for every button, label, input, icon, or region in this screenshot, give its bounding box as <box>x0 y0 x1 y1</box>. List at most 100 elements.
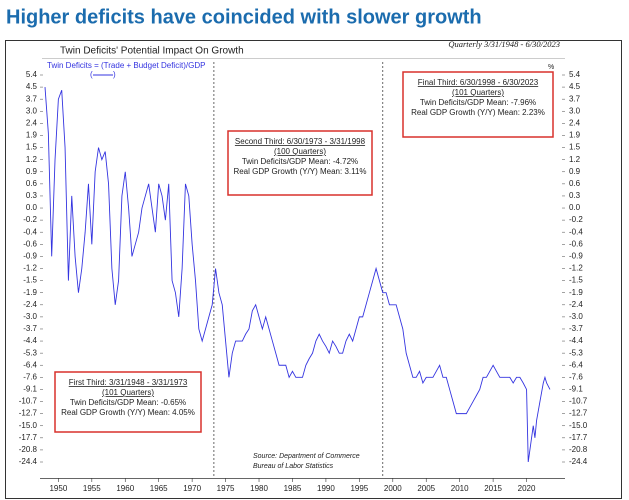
chart-title: Twin Deficits' Potential Impact On Growt… <box>60 46 244 57</box>
annotation-line: (101 Quarters) <box>102 388 154 397</box>
y2-tick-label: 5.4 <box>569 70 581 79</box>
y-tick-label: 1.9 <box>26 131 38 140</box>
y2-tick-label: 1.9 <box>569 131 581 140</box>
source-note: Bureau of Labor Statistics <box>253 463 334 470</box>
y2-tick-label: -12.7 <box>569 409 588 418</box>
period: Quarterly 3/31/1948 - 6/30/2023 <box>448 39 560 49</box>
y-tick-label: -17.7 <box>19 433 38 442</box>
x-tick-label: 1955 <box>83 484 101 493</box>
y2-tick-label: -1.2 <box>569 264 583 273</box>
y-tick-label: 0.6 <box>26 179 38 188</box>
x-tick-label: 1995 <box>350 484 368 493</box>
legend-label: Twin Deficits = (Trade + Budget Deficit)… <box>47 61 205 70</box>
x-tick-label: 1980 <box>250 484 268 493</box>
y2-tick-label: -0.9 <box>569 252 583 261</box>
annotation-line: Twin Deficits/GDP Mean: -4.72% <box>242 157 358 166</box>
y2-tick-label: -1.5 <box>569 276 583 285</box>
annotation-line: Twin Deficits/GDP Mean: -0.65% <box>70 398 186 407</box>
y2-tick-label: -1.9 <box>569 288 583 297</box>
annotation-line: Second Third: 6/30/1973 - 3/31/1998 <box>235 137 366 146</box>
annotation-line: (101 Quarters) <box>452 88 504 97</box>
x-tick-label: 2010 <box>451 484 469 493</box>
x-tick-label: 2000 <box>384 484 402 493</box>
y-tick-label: -24.4 <box>19 457 38 466</box>
x-tick-label: 1965 <box>150 484 168 493</box>
y2-tick-label: 0.3 <box>569 191 581 200</box>
y-tick-label: -1.9 <box>23 288 37 297</box>
y2-tick-label: -5.3 <box>569 348 583 357</box>
y2-tick-label: 3.7 <box>569 94 581 103</box>
y2-tick-label: -15.0 <box>569 421 588 430</box>
x-tick-label: 1985 <box>284 484 302 493</box>
y-tick-label: -0.2 <box>23 215 37 224</box>
y-tick-label: -0.9 <box>23 252 37 261</box>
y2-tick-label: -0.2 <box>569 215 583 224</box>
y-tick-label: -3.0 <box>23 312 37 321</box>
y2-tick-label: -7.6 <box>569 372 583 381</box>
y2-tick-label: -2.4 <box>569 300 583 309</box>
heading: Higher deficits have coincided with slow… <box>6 6 482 28</box>
y2-tick-label: -6.4 <box>569 360 583 369</box>
y-tick-label: 3.7 <box>26 94 38 103</box>
annotation-line: Real GDP Growth (Y/Y) Mean: 4.05% <box>61 408 195 417</box>
annotation-box <box>54 371 202 433</box>
y-tick-label: -1.2 <box>23 264 37 273</box>
y2-tick-label: -3.0 <box>569 312 583 321</box>
annotation-line: First Third: 3/31/1948 - 3/31/1973 <box>69 378 188 387</box>
chart-frame <box>5 40 622 499</box>
y2-tick-label: -4.4 <box>569 336 583 345</box>
y-tick-label: 3.0 <box>26 106 38 115</box>
annotation-line: Real GDP Growth (Y/Y) Mean: 3.11% <box>233 167 366 176</box>
annotation-box <box>227 130 373 196</box>
y2-tick-label: 0.9 <box>569 167 581 176</box>
y-tick-label: -20.8 <box>19 445 38 454</box>
y-tick-label: -9.1 <box>23 385 37 394</box>
legend-paren-l: ( <box>90 70 93 79</box>
annotation-box <box>402 71 554 138</box>
annotation-line: Twin Deficits/GDP Mean: -7.96% <box>420 98 536 107</box>
y-tick-label: -5.3 <box>23 348 37 357</box>
legend-paren-r: ) <box>113 70 116 79</box>
y-tick-label: 4.5 <box>26 82 38 91</box>
y-tick-label: 0.9 <box>26 167 38 176</box>
x-tick-label: 2005 <box>417 484 435 493</box>
y2-tick-label: 0.0 <box>569 203 581 212</box>
unit-label: % <box>548 64 554 71</box>
y2-tick-label: 1.2 <box>569 155 581 164</box>
y2-tick-label: 0.6 <box>569 179 581 188</box>
y-tick-label: -15.0 <box>19 421 38 430</box>
y-tick-label: -0.6 <box>23 239 37 248</box>
y2-tick-label: 4.5 <box>569 82 581 91</box>
y-tick-label: 1.5 <box>26 143 38 152</box>
y2-tick-label: -0.6 <box>569 239 583 248</box>
y2-tick-label: 2.4 <box>569 118 581 127</box>
annotation-line: (100 Quarters) <box>274 147 326 156</box>
y2-tick-label: -9.1 <box>569 385 583 394</box>
y2-tick-label: -17.7 <box>569 433 588 442</box>
x-tick-label: 1960 <box>116 484 134 493</box>
x-tick-label: 1970 <box>183 484 201 493</box>
y2-tick-label: -10.7 <box>569 397 588 406</box>
y-tick-label: -7.6 <box>23 372 37 381</box>
y-tick-label: 0.0 <box>26 203 38 212</box>
y2-tick-label: 1.5 <box>569 143 581 152</box>
x-tick-label: 1990 <box>317 484 335 493</box>
y-tick-label: 2.4 <box>26 118 38 127</box>
y2-tick-label: -24.4 <box>569 457 588 466</box>
y-tick-label: 0.3 <box>26 191 38 200</box>
y-tick-label: -2.4 <box>23 300 37 309</box>
y-tick-label: 1.2 <box>26 155 38 164</box>
annotation-line: Real GDP Growth (Y/Y) Mean: 2.23% <box>411 108 545 117</box>
y-tick-label: -12.7 <box>19 409 38 418</box>
y-tick-label: -6.4 <box>23 360 37 369</box>
series-line <box>44 87 551 463</box>
y2-tick-label: -0.4 <box>569 227 583 236</box>
y2-tick-label: -3.7 <box>569 324 583 333</box>
y-tick-label: -0.4 <box>23 227 37 236</box>
y-tick-label: 5.4 <box>26 70 38 79</box>
y2-tick-label: 3.0 <box>569 106 581 115</box>
y-tick-label: -4.4 <box>23 336 37 345</box>
y2-tick-label: -20.8 <box>569 445 588 454</box>
